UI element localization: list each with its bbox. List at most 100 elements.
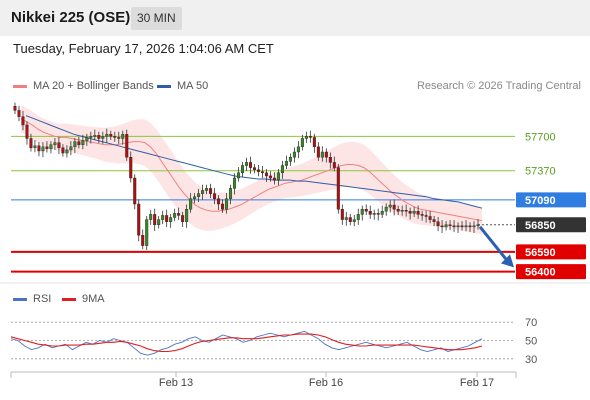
candle-body: [324, 151, 328, 158]
candle-body: [93, 135, 97, 137]
candle-body: [41, 146, 45, 152]
candle-body: [37, 145, 41, 152]
candle-body: [97, 135, 101, 139]
candle-body: [380, 211, 384, 215]
level-label: 56850: [525, 220, 556, 232]
candle-body: [400, 210, 404, 212]
candle-body: [436, 221, 440, 227]
level-badge-56590: 56590: [516, 244, 586, 260]
candle-body: [244, 162, 248, 166]
candle-body: [368, 211, 372, 215]
candle-body: [296, 146, 300, 153]
candle-body: [129, 156, 133, 179]
legend-9ma-label: 9MA: [82, 293, 105, 305]
credit-text: Research © 2026 Trading Central: [416, 80, 581, 92]
candle-body: [344, 217, 348, 220]
candle-body: [264, 172, 268, 177]
x-tick-label: Feb 17: [460, 377, 494, 389]
candle-body: [121, 134, 125, 139]
candle-body: [248, 162, 252, 168]
candle-body: [412, 211, 416, 214]
candle-body: [237, 172, 241, 179]
candle-body: [300, 138, 304, 147]
candle-body: [284, 161, 288, 166]
level-label: 56590: [525, 247, 556, 259]
level-badge-56400: 56400: [516, 264, 586, 280]
candle-body: [81, 140, 85, 145]
rsi-tick-label: 50: [525, 336, 537, 348]
candle-body: [141, 234, 145, 246]
candle-body: [33, 145, 37, 149]
candle-body: [456, 225, 460, 228]
legend-rsi: RSI: [13, 293, 51, 305]
candle-body: [440, 225, 444, 228]
interval-button[interactable]: 30 MIN: [131, 7, 182, 30]
candle-body: [396, 208, 400, 212]
legend-bollinger: MA 20 + Bollinger Bands: [13, 80, 154, 92]
candle-body: [364, 208, 368, 212]
ma50-swatch: [157, 84, 171, 88]
candle-body: [372, 213, 376, 215]
candle-body: [189, 198, 193, 210]
rsi-9ma-line: [10, 333, 483, 353]
candle-body: [404, 210, 408, 212]
candle-body: [448, 224, 452, 227]
candle-body: [476, 224, 480, 227]
candle-body: [432, 219, 436, 222]
candle-body: [384, 206, 388, 212]
candle-body: [85, 137, 89, 141]
candle-body: [193, 196, 197, 200]
candle-body: [229, 188, 233, 199]
level-badge-bg: [516, 244, 586, 260]
candle-body: [69, 146, 73, 151]
candle-body: [260, 171, 264, 173]
candle-body: [472, 225, 476, 228]
rsi-tick-label: 70: [525, 317, 537, 329]
candle-body: [109, 134, 113, 137]
level-badge-bg: [516, 192, 586, 208]
candle-body: [268, 175, 272, 179]
candle-body: [272, 177, 276, 181]
rsi-tick-label: 30: [525, 354, 537, 366]
timestamp: Tuesday, February 17, 2026 1:04:06 AM CE…: [13, 41, 274, 56]
candle-body: [205, 188, 209, 191]
candle-body: [352, 219, 356, 222]
level-badge-bg: [516, 264, 586, 280]
candle-body: [169, 217, 173, 222]
candle-body: [328, 156, 332, 163]
candle-body: [356, 214, 360, 220]
candle-body: [185, 208, 189, 222]
candle-body: [276, 172, 280, 181]
candle-body: [292, 151, 296, 158]
legend-rsi-label: RSI: [33, 293, 52, 305]
candle-body: [460, 225, 464, 228]
candle-body: [392, 204, 396, 210]
candle-body: [252, 167, 256, 170]
candle-body: [320, 151, 324, 158]
candle-body: [77, 141, 81, 145]
candle-body: [241, 165, 245, 174]
candle-body: [217, 198, 221, 205]
candle-body: [25, 124, 29, 139]
instrument-title: Nikkei 225 (OSE): [11, 9, 131, 26]
candle-body: [225, 198, 229, 210]
candle-body: [13, 106, 17, 111]
x-tick-label: Feb 13: [159, 377, 193, 389]
level-label: 57090: [525, 195, 556, 207]
level-badge-57370: 57370: [525, 166, 556, 178]
candle-body: [57, 142, 61, 149]
candle-body: [376, 213, 380, 215]
candle-body: [388, 204, 392, 208]
rsi-swatch: [13, 297, 27, 301]
candle-body: [173, 213, 177, 218]
candle-body: [117, 137, 121, 139]
candle-body: [316, 146, 320, 158]
candle-body: [233, 177, 237, 189]
candle-body: [145, 219, 149, 246]
x-tick-label: Feb 16: [309, 377, 343, 389]
candle-body: [468, 225, 472, 228]
candle-body: [304, 136, 308, 139]
candle-body: [89, 136, 93, 138]
candle-body: [280, 165, 284, 174]
